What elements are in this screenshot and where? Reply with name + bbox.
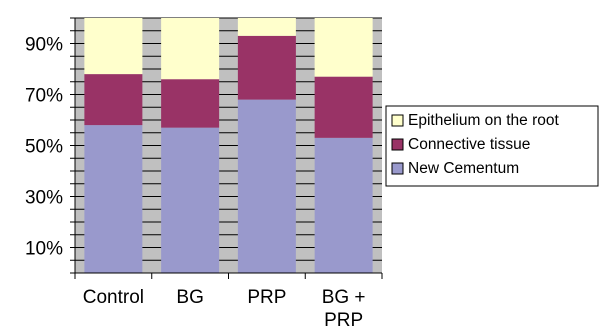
x-tick-label: BG: [176, 287, 203, 308]
y-tick-label: 50%: [25, 137, 63, 158]
bar-segment: [237, 18, 296, 36]
bar-segment: [237, 99, 296, 273]
legend-label: Epithelium on the root: [408, 112, 559, 129]
y-tick-label: 90%: [25, 35, 63, 56]
bar-segment: [161, 79, 220, 128]
legend-swatch: [391, 138, 404, 151]
y-tick-labels: 10% 30% 50% 70% 90%: [25, 17, 75, 274]
bar-segment: [161, 18, 220, 80]
bar-segment: [84, 125, 143, 273]
legend-swatch: [391, 162, 404, 175]
y-tick-label: 10%: [25, 239, 63, 260]
bar-segment: [84, 18, 143, 75]
bar-segment: [237, 35, 296, 100]
legend-label: Connective tissue: [408, 136, 530, 153]
legend-box: [385, 105, 599, 187]
bar-segment: [314, 76, 373, 138]
x-tick-label: PRP: [247, 287, 286, 308]
x-tick-labels: Control BG PRP BG + PRP: [74, 273, 383, 331]
legend-label: New Cementum: [408, 160, 519, 177]
bars: [84, 18, 373, 274]
bar-segment: [84, 74, 143, 126]
legend: Epithelium on the root Connective tissue N…: [385, 105, 599, 187]
legend-swatch: [391, 114, 404, 127]
x-tick-label: BG + PRP: [322, 287, 366, 331]
bar-segment: [314, 137, 373, 273]
bar-segment: [161, 127, 220, 274]
bar-segment: [314, 18, 373, 77]
x-tick-label: Control: [83, 287, 144, 308]
y-tick-label: 30%: [25, 188, 63, 209]
y-tick-label: 70%: [25, 86, 63, 107]
